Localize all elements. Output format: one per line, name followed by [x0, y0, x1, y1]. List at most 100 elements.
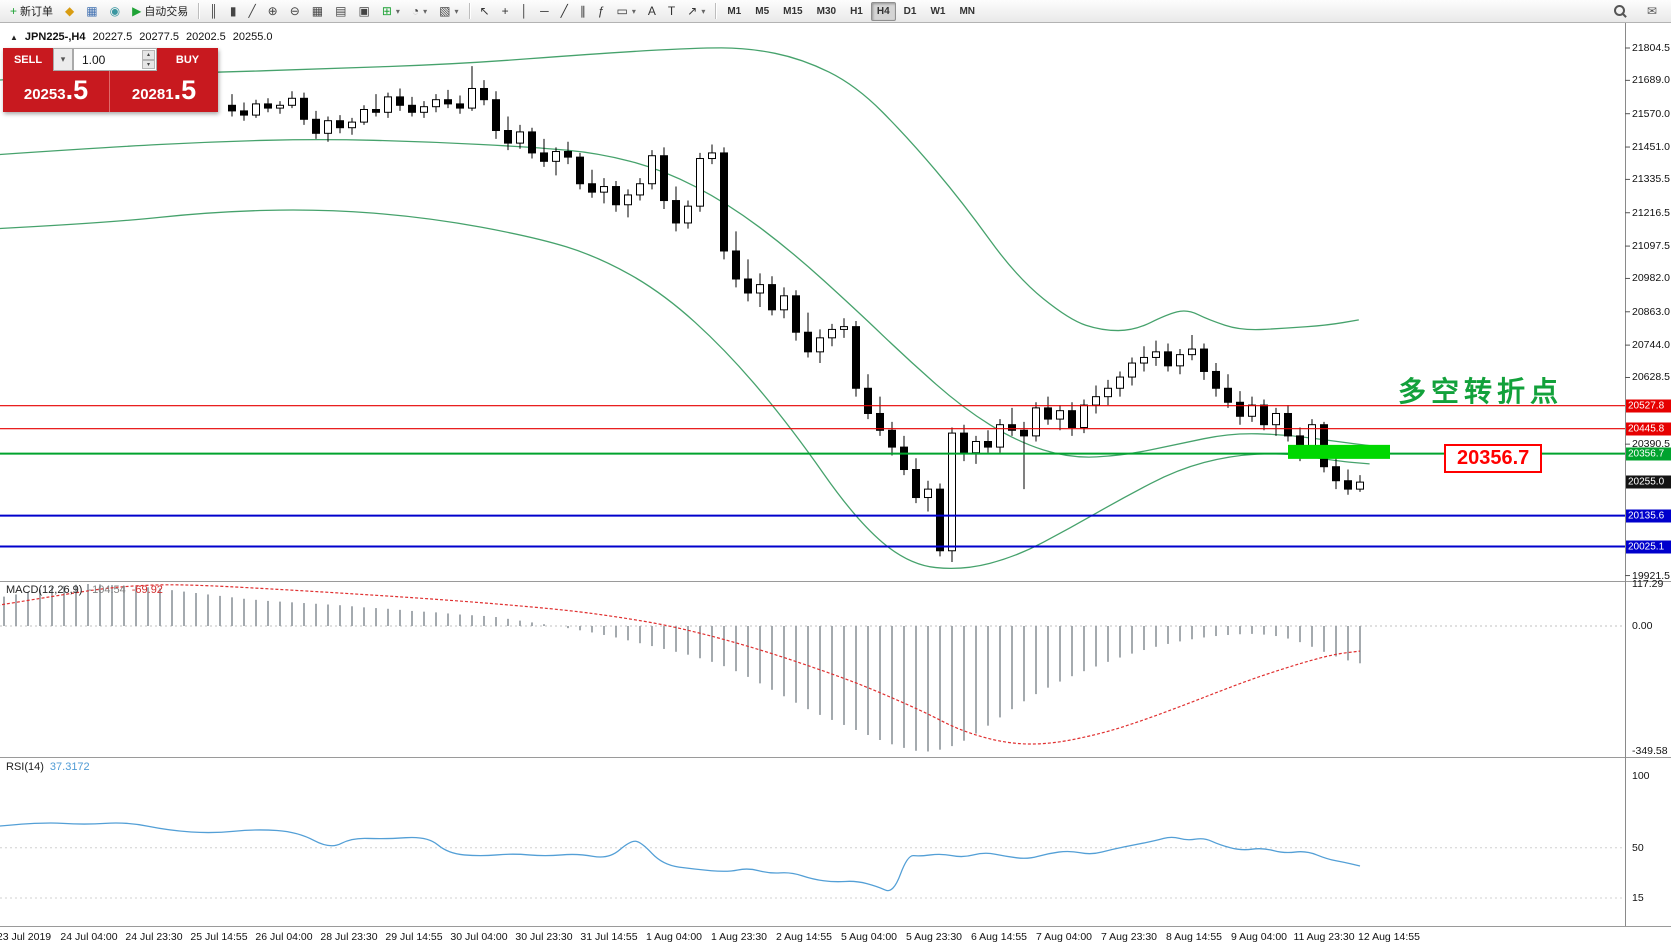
toolbar-new-order-button[interactable]: + 新订单 — [5, 1, 58, 22]
current-price-label: 20255.0 — [1626, 475, 1671, 489]
candle-body — [504, 130, 512, 144]
button-label: M1 — [727, 5, 742, 17]
time-axis-label: 5 Aug 23:30 — [905, 931, 963, 943]
timeframe-M5-button[interactable]: M5 — [749, 2, 775, 21]
templates-icon: ▧ — [439, 4, 451, 18]
toolbar-crosshair-button[interactable]: + — [497, 1, 514, 22]
dropdown-arrow-icon: ▾ — [395, 6, 400, 16]
toolbar-navigator-button[interactable]: ◉ — [105, 1, 125, 22]
macd-indicator-label: MACD(12,26,9) -104.54 -69.92 — [6, 584, 163, 596]
toolbar-fibonacci-button[interactable]: ƒ — [593, 1, 610, 22]
candle-body — [1092, 396, 1100, 406]
volume-decrease-icon[interactable] — [142, 59, 155, 69]
toolbar-text-label-button[interactable]: T — [663, 1, 680, 22]
timeframe-M1-button[interactable]: M1 — [721, 2, 747, 21]
candle-body — [228, 104, 236, 112]
sell-button[interactable]: SELL — [3, 48, 53, 71]
toolbar-zoom-out-button[interactable]: ⊖ — [285, 1, 305, 22]
toolbar-channel-button[interactable]: ∥ — [575, 1, 591, 22]
candle-body — [1200, 348, 1208, 372]
search-icon — [1613, 4, 1627, 18]
toolbar-market-watch-button[interactable]: ▦ — [81, 1, 102, 22]
candle-body — [408, 104, 416, 113]
toolbar-auto-trading-button[interactable]: ▶ 自动交易 — [127, 1, 193, 22]
price-line-label-20025.1: 20025.1 — [1626, 540, 1671, 554]
low-value: 20202.5 — [186, 31, 226, 43]
price-axis-label: 21570.0 — [1632, 107, 1670, 120]
buy-price-display[interactable]: 20281.5 — [110, 71, 218, 112]
time-axis-label: 31 Jul 14:55 — [580, 931, 638, 943]
toolbar-cascade-windows-button[interactable]: ▣ — [353, 1, 374, 22]
candle-body — [780, 295, 788, 311]
candle-body — [1140, 356, 1148, 364]
time-axis-label: 1 Aug 04:00 — [645, 931, 703, 943]
toolbar-zoom-in-button[interactable]: ⊕ — [263, 1, 283, 22]
toolbar-templates-button[interactable]: ▧ ▾ — [434, 1, 463, 22]
macd-signal-value: -69.92 — [131, 584, 163, 596]
time-axis-label: 2 Aug 14:55 — [775, 931, 833, 943]
toolbar-text-button[interactable]: A — [643, 1, 661, 22]
toolbar-indicators-button[interactable]: ⊞ ▾ — [377, 1, 405, 22]
highlight-rectangle[interactable] — [1288, 444, 1390, 459]
close-value: 20255.0 — [232, 31, 273, 43]
toolbar-trendline-button[interactable]: ╱ — [556, 1, 573, 22]
button-label: H4 — [876, 5, 890, 17]
candle-body — [648, 155, 656, 185]
buy-price-frac: .5 — [173, 75, 197, 105]
toolbar-horizontal-line-button[interactable]: ─ — [535, 1, 554, 22]
tile-windows-icon: ▤ — [335, 4, 347, 18]
toolbar-bars-chart-button[interactable]: ║ — [204, 1, 223, 22]
zoom-in-icon: ⊕ — [267, 4, 278, 18]
volume-increase-icon[interactable] — [142, 50, 155, 60]
new-order-icon: + — [10, 4, 18, 18]
chart-canvas[interactable] — [0, 23, 1671, 950]
toolbar-periods-button[interactable]: ◔ ▾ — [407, 1, 432, 22]
toolbar-line-chart-button[interactable]: ╱ — [243, 1, 260, 22]
timeframe-D1-button[interactable]: D1 — [898, 2, 923, 21]
candle-body — [516, 131, 524, 144]
buy-button[interactable]: BUY — [157, 48, 218, 71]
toolbar-tile-windows-button[interactable]: ▤ — [330, 1, 351, 22]
timeframe-H4-button[interactable]: H4 — [870, 1, 896, 21]
cursor-icon: ↖ — [479, 4, 490, 18]
bollinger-upper-band — [0, 47, 1359, 332]
candle-body — [624, 194, 632, 206]
timeframe-M30-button[interactable]: M30 — [811, 2, 842, 21]
time-axis-label: 23 Jul 2019 — [0, 931, 52, 943]
time-axis-label: 9 Aug 04:00 — [1230, 931, 1288, 943]
timeframe-W1-button[interactable]: W1 — [924, 2, 951, 21]
toolbar-grid-button[interactable]: ▦ — [307, 1, 328, 22]
toolbar-shapes-button[interactable]: ▭ ▾ — [612, 1, 641, 22]
toolbar-separator — [198, 3, 200, 19]
main-toolbar: + 新订单 ◆ ▦ ◉ ▶ 自动交易 ║ ▮ ╱ ⊕ ⊖ ▦ ▤ ▣ ⊞ ▾ ◔ ▾ ▧ ▾ ↖ + │ ─ ╱ ∥ ƒ ▭ ▾ A T ↗ ▾ M… — [0, 0, 1671, 23]
toolbar-vertical-line-button[interactable]: │ — [516, 1, 534, 22]
candle-body — [852, 326, 860, 389]
volume-input[interactable]: 1.00 — [73, 48, 157, 71]
candle-body — [288, 97, 296, 106]
timeframe-M15-button[interactable]: M15 — [777, 2, 808, 21]
candle-body — [324, 120, 332, 134]
candle-body — [336, 120, 344, 129]
toolbar-metaeditor-button[interactable]: ◆ — [60, 1, 79, 22]
timeframe-MN-button[interactable]: MN — [953, 2, 981, 21]
price-callout-box[interactable]: 20356.7 — [1444, 444, 1543, 473]
dropdown-arrow-icon: ▾ — [631, 6, 636, 16]
toolbar-candles-chart-button[interactable]: ▮ — [225, 1, 242, 22]
toolbar-cursor-button[interactable]: ↖ — [475, 1, 495, 22]
candle-body — [996, 424, 1004, 448]
volume-dropdown-arrow-icon[interactable] — [53, 48, 73, 71]
sell-price-display[interactable]: 20253.5 — [3, 71, 110, 112]
toolbar-chat-button[interactable]: ✉ — [1642, 1, 1662, 22]
dropdown-arrow-icon: ▾ — [701, 6, 706, 16]
rsi-indicator-label: RSI(14) 37.3172 — [6, 761, 90, 773]
crosshair-icon: + — [501, 4, 509, 18]
candle-body — [816, 337, 824, 353]
candle-body — [1248, 404, 1256, 417]
candle-body — [1224, 387, 1232, 403]
price-axis-label: 20863.0 — [1632, 305, 1670, 318]
toolbar-arrows-button[interactable]: ↗ ▾ — [682, 1, 710, 22]
toolbar-search-button[interactable] — [1609, 1, 1632, 22]
timeframe-H1-button[interactable]: H1 — [844, 2, 869, 21]
time-axis-label: 25 Jul 14:55 — [190, 931, 248, 943]
chart-annotation-text[interactable]: 多空转折点 — [1398, 376, 1564, 407]
